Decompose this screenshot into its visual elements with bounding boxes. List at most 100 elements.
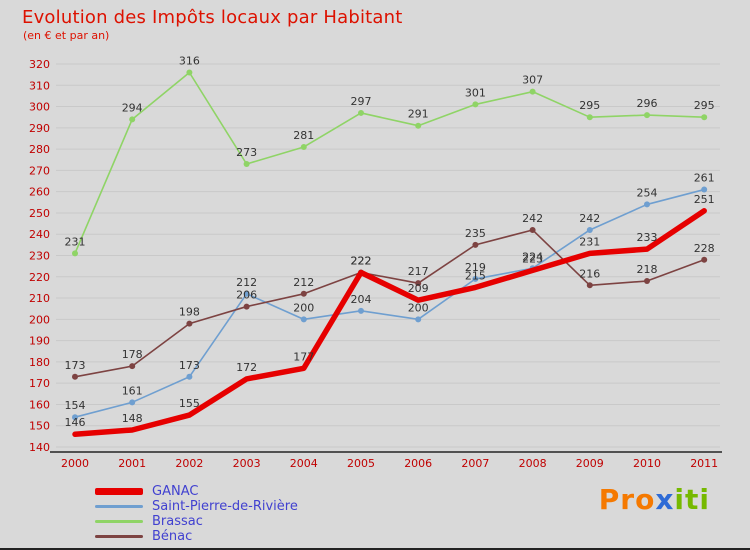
legend-swatch-saint-pierre xyxy=(95,505,143,508)
svg-text:242: 242 xyxy=(522,212,543,225)
svg-text:300: 300 xyxy=(29,101,50,114)
svg-text:296: 296 xyxy=(637,97,658,110)
legend-swatch-brassac xyxy=(95,520,143,523)
svg-text:224: 224 xyxy=(522,250,543,263)
svg-text:223: 223 xyxy=(522,252,543,265)
legend-item-ganac: GANAC xyxy=(95,484,298,499)
svg-text:295: 295 xyxy=(579,99,600,112)
svg-text:250: 250 xyxy=(29,207,50,220)
svg-text:200: 200 xyxy=(293,301,314,314)
svg-text:230: 230 xyxy=(29,250,50,263)
svg-text:260: 260 xyxy=(29,186,50,199)
svg-text:146: 146 xyxy=(65,416,86,429)
svg-text:170: 170 xyxy=(29,377,50,390)
legend-label-ganac: GANAC xyxy=(152,484,199,499)
svg-text:2009: 2009 xyxy=(576,457,604,470)
svg-text:280: 280 xyxy=(29,143,50,156)
legend-item-brassac: Brassac xyxy=(95,514,298,529)
svg-text:200: 200 xyxy=(29,313,50,326)
svg-text:233: 233 xyxy=(637,231,658,244)
legend-item-saint-pierre: Saint-Pierre-de-Rivière xyxy=(95,499,298,514)
svg-text:2005: 2005 xyxy=(347,457,375,470)
svg-text:2002: 2002 xyxy=(175,457,203,470)
svg-text:261: 261 xyxy=(694,172,715,185)
svg-text:228: 228 xyxy=(694,242,715,255)
svg-text:307: 307 xyxy=(522,74,543,87)
svg-text:206: 206 xyxy=(236,289,257,302)
svg-text:161: 161 xyxy=(122,384,143,397)
legend-label-brassac: Brassac xyxy=(152,514,203,529)
chart-legend: GANAC Saint-Pierre-de-Rivière Brassac Bé… xyxy=(95,484,298,544)
chart-title: Evolution des Impôts locaux par Habitant xyxy=(22,7,403,28)
logo-pro: Pro xyxy=(598,483,656,516)
svg-text:254: 254 xyxy=(637,186,658,199)
svg-text:190: 190 xyxy=(29,335,50,348)
svg-text:173: 173 xyxy=(65,359,86,372)
svg-text:320: 320 xyxy=(29,58,50,71)
svg-text:172: 172 xyxy=(236,361,257,374)
logo-iti: iti xyxy=(674,483,710,516)
svg-text:154: 154 xyxy=(65,399,86,412)
svg-text:290: 290 xyxy=(29,122,50,135)
svg-text:215: 215 xyxy=(465,269,486,282)
svg-text:231: 231 xyxy=(579,235,600,248)
svg-text:198: 198 xyxy=(179,306,200,319)
svg-text:2004: 2004 xyxy=(290,457,318,470)
svg-text:2006: 2006 xyxy=(404,457,432,470)
svg-text:222: 222 xyxy=(351,255,372,268)
svg-text:281: 281 xyxy=(293,129,314,142)
svg-text:212: 212 xyxy=(236,276,257,289)
svg-text:295: 295 xyxy=(694,99,715,112)
legend-swatch-benac xyxy=(95,535,143,538)
svg-text:178: 178 xyxy=(122,348,143,361)
svg-text:2010: 2010 xyxy=(633,457,661,470)
svg-text:209: 209 xyxy=(408,282,429,295)
svg-text:160: 160 xyxy=(29,398,50,411)
svg-text:180: 180 xyxy=(29,356,50,369)
svg-text:2008: 2008 xyxy=(519,457,547,470)
svg-text:219: 219 xyxy=(465,261,486,274)
svg-text:150: 150 xyxy=(29,420,50,433)
svg-text:251: 251 xyxy=(694,193,715,206)
svg-text:155: 155 xyxy=(179,397,200,410)
legend-label-saint-pierre: Saint-Pierre-de-Rivière xyxy=(152,499,298,514)
svg-text:210: 210 xyxy=(29,292,50,305)
svg-text:140: 140 xyxy=(29,441,50,454)
svg-text:148: 148 xyxy=(122,412,143,425)
svg-text:220: 220 xyxy=(29,271,50,284)
svg-text:310: 310 xyxy=(29,79,50,92)
svg-text:294: 294 xyxy=(122,101,143,114)
proxiti-logo: Proxiti xyxy=(599,483,710,516)
svg-text:204: 204 xyxy=(351,293,372,306)
svg-text:222: 222 xyxy=(351,255,372,268)
svg-text:200: 200 xyxy=(408,301,429,314)
chart-subtitle: (en € et par an) xyxy=(23,29,110,42)
svg-text:2011: 2011 xyxy=(690,457,718,470)
svg-text:2000: 2000 xyxy=(61,457,89,470)
svg-text:218: 218 xyxy=(637,263,658,276)
svg-text:316: 316 xyxy=(179,55,200,68)
svg-text:301: 301 xyxy=(465,86,486,99)
chart-svg: 140 150 160 170 180 190 200 210 220 230 240 250 260 2… xyxy=(29,55,722,470)
svg-text:297: 297 xyxy=(351,95,372,108)
svg-text:173: 173 xyxy=(179,359,200,372)
legend-label-benac: Bénac xyxy=(152,529,193,544)
svg-text:2003: 2003 xyxy=(233,457,261,470)
svg-text:217: 217 xyxy=(408,265,429,278)
legend-item-benac: Bénac xyxy=(95,529,298,544)
svg-text:291: 291 xyxy=(408,108,429,121)
svg-text:2001: 2001 xyxy=(118,457,146,470)
svg-text:270: 270 xyxy=(29,164,50,177)
svg-text:240: 240 xyxy=(29,228,50,241)
svg-text:242: 242 xyxy=(579,212,600,225)
svg-text:231: 231 xyxy=(65,235,86,248)
logo-x-icon: x xyxy=(655,483,675,516)
svg-text:177: 177 xyxy=(293,350,314,363)
svg-text:235: 235 xyxy=(465,227,486,240)
svg-text:273: 273 xyxy=(236,146,257,159)
svg-text:216: 216 xyxy=(579,267,600,280)
svg-text:2007: 2007 xyxy=(461,457,489,470)
legend-swatch-ganac xyxy=(95,488,143,495)
svg-text:212: 212 xyxy=(293,276,314,289)
